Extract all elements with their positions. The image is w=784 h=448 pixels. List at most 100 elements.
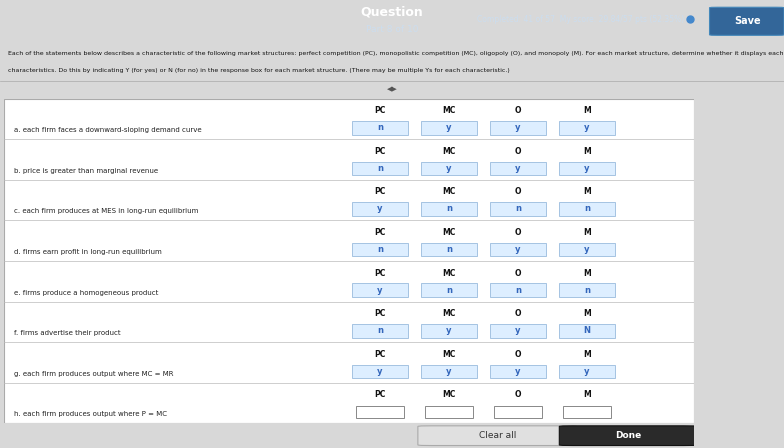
Text: characteristics. Do this by indicating Y (for yes) or N (for no) in the response: characteristics. Do this by indicating Y… [8,68,510,73]
Text: M: M [583,187,591,196]
FancyBboxPatch shape [563,406,612,418]
FancyBboxPatch shape [490,284,546,297]
Text: Done: Done [615,431,641,440]
Text: M: M [583,106,591,115]
Text: y: y [377,367,383,376]
Text: M: M [583,350,591,359]
Text: Each of the statements below describes a characteristic of the following market : Each of the statements below describes a… [8,52,784,56]
Text: MC: MC [442,391,456,400]
Text: PC: PC [374,106,386,115]
FancyBboxPatch shape [559,202,615,216]
Text: n: n [515,286,521,295]
Text: O: O [514,391,521,400]
Text: n: n [377,123,383,132]
Text: y: y [515,123,521,132]
FancyBboxPatch shape [352,121,408,134]
Text: n: n [584,286,590,295]
Text: e. firms produce a homogeneous product: e. firms produce a homogeneous product [14,289,158,296]
Text: Clear all: Clear all [478,431,516,440]
Text: MC: MC [442,147,456,156]
Text: MC: MC [442,269,456,278]
Text: PC: PC [374,187,386,196]
FancyBboxPatch shape [425,406,474,418]
Text: Question: Question [361,5,423,18]
FancyBboxPatch shape [559,162,615,175]
FancyBboxPatch shape [490,162,546,175]
Text: M: M [583,309,591,318]
FancyBboxPatch shape [559,121,615,134]
Text: c. each firm produces at MES in long-run equilibrium: c. each firm produces at MES in long-run… [14,208,198,215]
FancyBboxPatch shape [352,365,408,378]
Text: y: y [446,367,452,376]
FancyBboxPatch shape [352,324,408,338]
FancyBboxPatch shape [490,324,546,338]
FancyBboxPatch shape [559,365,615,378]
Text: n: n [377,326,383,335]
Text: M: M [583,391,591,400]
Text: PC: PC [374,350,386,359]
Text: n: n [446,286,452,295]
Text: N: N [583,326,590,335]
Text: O: O [514,187,521,196]
Text: PC: PC [374,269,386,278]
Text: y: y [515,326,521,335]
Text: f. firms advertise their product: f. firms advertise their product [14,330,121,336]
Text: y: y [584,123,590,132]
FancyBboxPatch shape [490,243,546,256]
FancyBboxPatch shape [490,121,546,134]
FancyBboxPatch shape [490,365,546,378]
FancyBboxPatch shape [352,202,408,216]
Text: n: n [584,204,590,214]
FancyBboxPatch shape [421,243,477,256]
FancyBboxPatch shape [421,121,477,134]
FancyBboxPatch shape [418,426,576,445]
Text: y: y [584,164,590,173]
Text: MC: MC [442,228,456,237]
Text: MC: MC [442,187,456,196]
Text: O: O [514,106,521,115]
Text: O: O [514,228,521,237]
Text: y: y [515,164,521,173]
FancyBboxPatch shape [710,7,784,35]
FancyBboxPatch shape [352,162,408,175]
Text: y: y [446,326,452,335]
Text: M: M [583,228,591,237]
FancyBboxPatch shape [352,284,408,297]
FancyBboxPatch shape [559,243,615,256]
Text: O: O [514,147,521,156]
Text: O: O [514,350,521,359]
FancyBboxPatch shape [421,202,477,216]
Text: y: y [515,367,521,376]
Text: M: M [583,269,591,278]
Text: PC: PC [374,228,386,237]
Text: Completed: 41 of 57  My score: 29.84/57 pts (52.35%): Completed: 41 of 57 My score: 29.84/57 p… [477,15,684,24]
Text: n: n [446,245,452,254]
FancyBboxPatch shape [352,243,408,256]
Text: h. each firm produces output where P = MC: h. each firm produces output where P = M… [14,411,167,418]
Text: n: n [446,204,452,214]
Text: n: n [377,245,383,254]
Text: n: n [377,164,383,173]
Text: MC: MC [442,350,456,359]
Text: O: O [514,309,521,318]
Text: y: y [377,286,383,295]
Text: b. price is greater than marginal revenue: b. price is greater than marginal revenu… [14,168,158,174]
FancyBboxPatch shape [421,365,477,378]
Text: MC: MC [442,309,456,318]
Text: y: y [446,123,452,132]
Text: y: y [515,245,521,254]
Text: ◀▶: ◀▶ [387,86,397,93]
Text: PC: PC [374,309,386,318]
Text: O: O [514,269,521,278]
Text: Part 8 of 10: Part 8 of 10 [366,25,418,34]
Text: n: n [515,204,521,214]
FancyBboxPatch shape [559,426,697,445]
Text: M: M [583,147,591,156]
FancyBboxPatch shape [356,406,405,418]
FancyBboxPatch shape [421,284,477,297]
Text: g. each firm produces output where MC = MR: g. each firm produces output where MC = … [14,371,174,377]
FancyBboxPatch shape [421,162,477,175]
Text: d. firms earn profit in long-run equilibrium: d. firms earn profit in long-run equilib… [14,249,162,255]
FancyBboxPatch shape [559,284,615,297]
Text: PC: PC [374,391,386,400]
